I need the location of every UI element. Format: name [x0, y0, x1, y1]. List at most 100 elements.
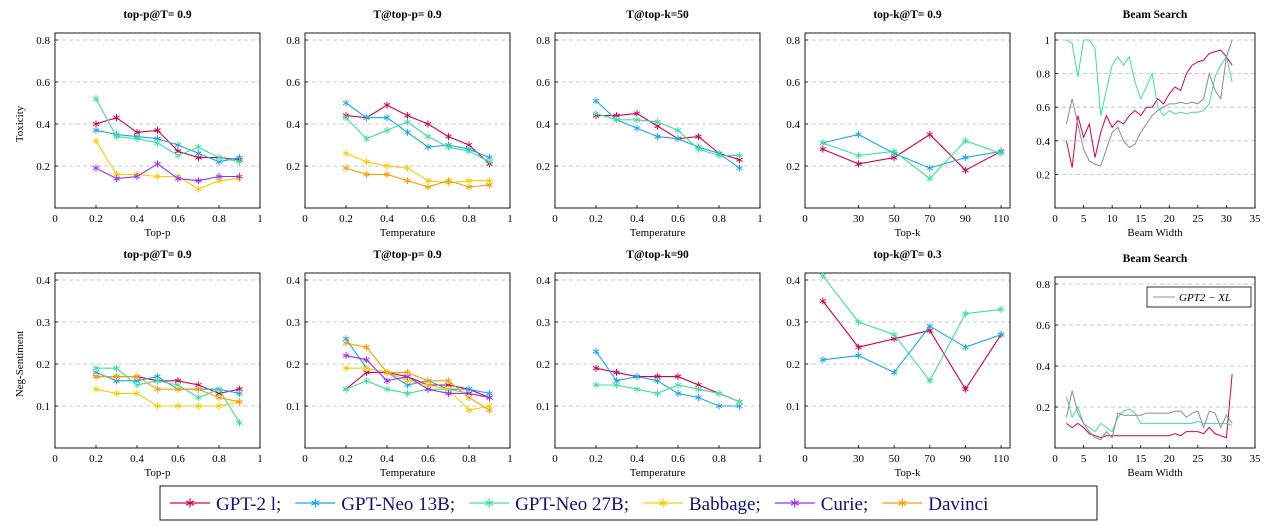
point-marker	[215, 385, 223, 393]
point-marker	[342, 114, 350, 122]
point-marker	[715, 402, 723, 410]
plot-frame	[554, 272, 761, 449]
x-tick-label: 0.6	[171, 453, 185, 465]
x-axis-label: Temperature	[380, 227, 436, 239]
point-marker	[342, 164, 350, 172]
point-marker	[445, 377, 452, 385]
y-tick-label: 0.4	[786, 119, 800, 131]
point-marker	[926, 322, 934, 330]
series-line	[822, 133, 1002, 171]
x-tick-label: 0.4	[380, 213, 394, 225]
y-tick-label: 0.2	[536, 161, 550, 173]
point-marker	[633, 124, 641, 132]
series-line	[1066, 374, 1233, 439]
series-line	[1065, 39, 1233, 167]
series-line	[95, 163, 240, 182]
point-marker	[236, 419, 243, 427]
x-tick-label: 20	[1164, 213, 1176, 225]
point-marker	[404, 118, 411, 126]
series-line	[96, 376, 240, 403]
series-line	[95, 140, 240, 190]
y-tick-label: 0.6	[286, 77, 300, 89]
x-tick-label: 0.4	[630, 213, 644, 225]
point-marker	[819, 139, 827, 147]
y-tick-label: 0.4	[536, 275, 550, 287]
point-marker	[363, 356, 370, 364]
y-tick-label: 0.3	[286, 317, 300, 329]
x-tick-label: 35	[1250, 213, 1262, 225]
legend-marker	[790, 498, 799, 508]
point-marker	[926, 164, 934, 172]
point-marker	[154, 402, 161, 410]
point-marker	[154, 139, 161, 147]
x-tick-label: 1	[507, 453, 513, 465]
point-marker	[92, 364, 100, 372]
point-marker	[855, 352, 862, 360]
point-marker	[92, 164, 100, 172]
plot-frame	[304, 272, 511, 449]
point-marker	[715, 152, 723, 159]
y-tick-label: 0.4	[286, 275, 300, 287]
x-tick-label: 0.4	[130, 213, 144, 225]
point-marker	[695, 133, 702, 141]
point-marker	[962, 166, 969, 174]
point-marker	[674, 381, 682, 389]
series-line	[96, 367, 240, 424]
series-line	[345, 104, 490, 165]
point-marker	[486, 158, 493, 166]
point-marker	[613, 116, 620, 124]
point-marker	[404, 368, 411, 376]
point-marker	[133, 389, 141, 397]
point-marker	[236, 158, 243, 166]
x-tick-label: 0	[802, 213, 808, 225]
point-marker	[890, 368, 898, 376]
plot-frame	[804, 32, 1011, 209]
plot-frame	[1054, 32, 1256, 209]
x-tick-label: 20	[1164, 453, 1176, 465]
legend-marker	[898, 498, 907, 508]
x-tick-label: 1	[257, 213, 263, 225]
x-tick-label: 1	[757, 453, 763, 465]
point-marker	[133, 135, 141, 143]
series-line	[95, 117, 240, 161]
x-tick-label: 0.6	[421, 213, 435, 225]
series-line	[95, 129, 240, 163]
y-tick-label: 0.6	[536, 77, 550, 89]
point-marker	[113, 133, 120, 141]
point-marker	[236, 398, 243, 406]
point-marker	[695, 394, 702, 402]
y-tick-label: 0.8	[1036, 279, 1050, 291]
point-marker	[92, 373, 100, 381]
chart-title: T@top-p= 0.9	[373, 249, 442, 261]
legend-label: GPT-Neo 27B;	[515, 494, 629, 515]
point-marker	[715, 389, 723, 397]
point-marker	[154, 377, 161, 385]
point-marker	[736, 164, 743, 172]
point-marker	[855, 152, 862, 159]
x-tick-label: 0	[302, 213, 308, 225]
x-tick-label: 0	[552, 213, 558, 225]
legend-marker	[185, 498, 195, 508]
series-line	[595, 112, 740, 157]
point-marker	[997, 305, 1005, 313]
point-marker	[926, 175, 934, 183]
point-marker	[154, 385, 161, 393]
y-tick-label: 0.2	[286, 359, 300, 371]
legend-marker	[658, 498, 668, 508]
point-marker	[154, 173, 161, 180]
y-tick-label: 0.3	[536, 317, 550, 329]
point-marker	[195, 402, 202, 410]
x-tick-label: 30	[853, 213, 865, 225]
x-tick-label: 1	[507, 213, 513, 225]
point-marker	[926, 131, 934, 138]
point-marker	[404, 177, 411, 185]
x-tick-label: 5	[1081, 453, 1087, 465]
x-tick-label: 30	[853, 453, 865, 465]
x-tick-label: 30	[1221, 213, 1233, 225]
x-axis-label: Top-p	[144, 227, 171, 239]
y-tick-label: 0.1	[36, 401, 50, 413]
x-tick-label: 90	[960, 213, 972, 225]
y-tick-label: 0.8	[1036, 69, 1050, 81]
point-marker	[592, 381, 600, 389]
